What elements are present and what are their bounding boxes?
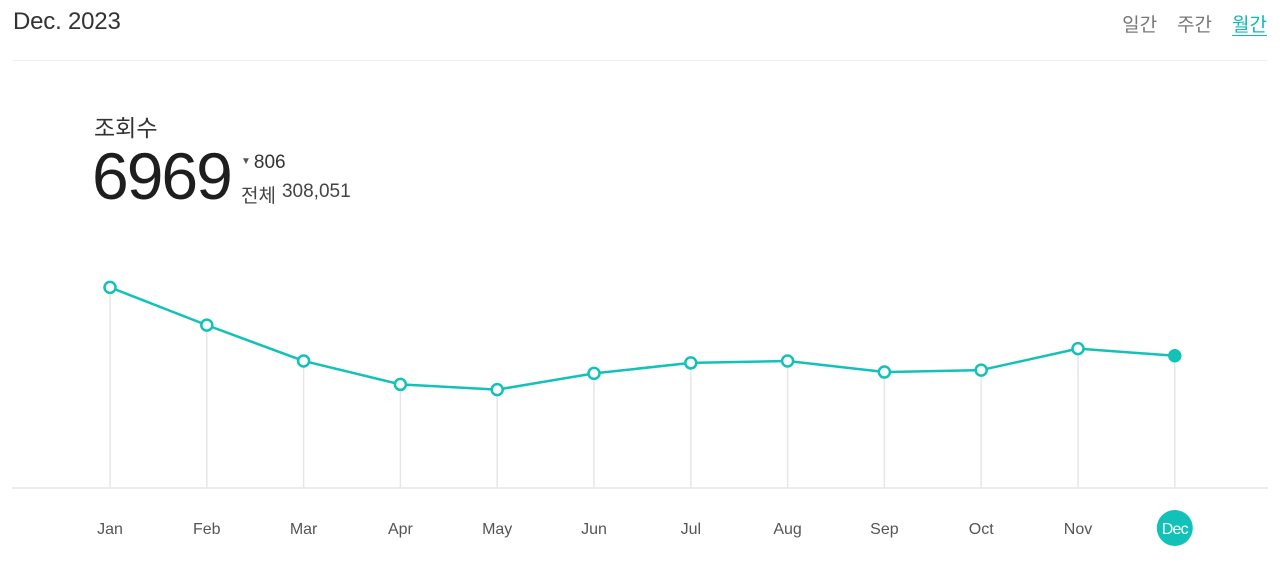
tick-label-mar[interactable]: Mar	[290, 521, 318, 538]
tab-weekly[interactable]: 주간	[1177, 15, 1213, 36]
tick-label-sep[interactable]: Sep	[870, 521, 899, 538]
tick-label-oct[interactable]: Oct	[969, 521, 994, 538]
triangle-down-icon: ▼	[241, 155, 251, 167]
data-point-jun[interactable]	[587, 366, 601, 381]
data-point-apr[interactable]	[393, 377, 408, 392]
data-point-nov[interactable]	[1071, 341, 1085, 356]
tick-label-apr[interactable]: Apr	[388, 521, 414, 538]
data-point-dec[interactable]	[1168, 349, 1182, 363]
total-value: 308,051	[281, 181, 351, 202]
data-point-mar[interactable]	[296, 354, 311, 368]
delta-value: 806	[253, 152, 286, 173]
tick-label-dec[interactable]: Dec	[1162, 521, 1190, 538]
data-point-oct[interactable]	[974, 363, 988, 377]
tick-label-nov[interactable]: Nov	[1064, 521, 1092, 538]
data-point-jan[interactable]	[103, 280, 117, 295]
selected-month-badge	[1156, 510, 1193, 546]
data-point-aug[interactable]	[780, 354, 795, 368]
tick-label-may[interactable]: May	[482, 521, 512, 538]
tick-label-feb[interactable]: Feb	[193, 521, 221, 538]
data-point-sep[interactable]	[877, 365, 892, 379]
total: 전체 308,051	[241, 181, 351, 208]
tick-label-jul[interactable]: Jul	[681, 521, 701, 538]
data-point-may[interactable]	[490, 382, 504, 397]
metric-label: 조회수	[94, 115, 158, 141]
total-label: 전체	[241, 186, 276, 207]
data-point-jul[interactable]	[684, 356, 698, 370]
tick-label-jan[interactable]: Jan	[97, 521, 123, 538]
header: Dec. 2023 일간 주간 월간	[0, 0, 1280, 60]
tick-label-aug[interactable]: Aug	[773, 521, 801, 538]
tick-label-jun[interactable]: Jun	[581, 521, 607, 538]
tab-monthly[interactable]: 월간	[1232, 15, 1267, 36]
series-line	[109, 286, 1175, 391]
delta: ▼ 806	[241, 152, 286, 174]
tab-daily[interactable]: 일간	[1122, 15, 1158, 36]
line-chart: Jan Feb Mar Apr May Jun Jul Aug Sep Oct Nov Dec	[12, 280, 1268, 546]
period-title: Dec. 2023	[13, 8, 121, 35]
period-tabs: 일간 주간 월간	[1122, 10, 1267, 37]
header-divider	[12, 60, 1268, 61]
metric-value: 6969	[92, 139, 233, 213]
data-point-feb[interactable]	[200, 318, 214, 332]
